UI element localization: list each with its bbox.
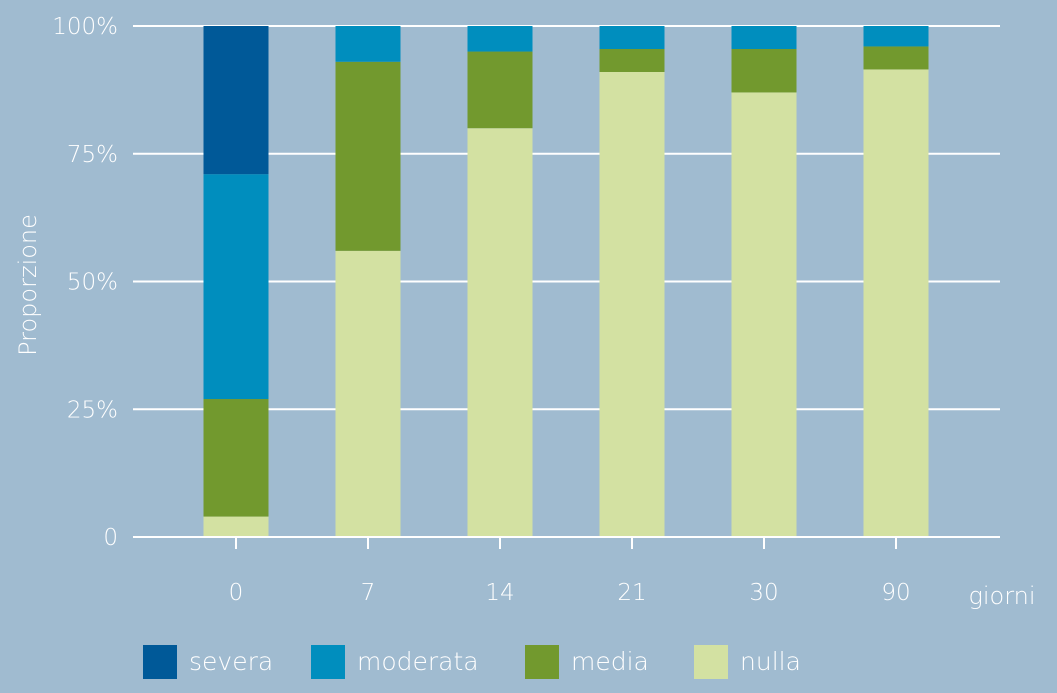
bar-moderata-0 [203, 174, 269, 400]
y-tick-label: 0 [103, 525, 118, 551]
x-tick-label: 14 [485, 580, 514, 606]
x-tick-label: 21 [617, 580, 646, 606]
legend-swatch-media [525, 645, 559, 679]
bar-nulla-30 [731, 92, 797, 538]
x-axis-label: giorni [968, 582, 1035, 610]
legend-swatch-nulla [694, 645, 728, 679]
legend: severa moderata media nulla [143, 645, 801, 679]
bar-media-30 [731, 48, 797, 93]
bar-nulla-90 [863, 69, 929, 537]
bars [203, 26, 929, 538]
x-tick-label: 90 [881, 580, 910, 606]
legend-label-media: media [571, 647, 649, 676]
y-tick-label: 50% [67, 270, 118, 296]
bar-media-14 [467, 51, 533, 129]
x-axis: 0 7 14 21 30 90 [133, 536, 1000, 606]
bar-media-7 [335, 61, 401, 251]
bar-severa-0 [203, 26, 269, 175]
bar-moderata-7 [335, 26, 401, 62]
legend-label-severa: severa [189, 647, 273, 676]
grid-lines [133, 25, 1000, 411]
legend-swatch-moderata [311, 645, 345, 679]
bar-media-90 [863, 46, 929, 70]
legend-swatch-severa [143, 645, 177, 679]
bar-nulla-7 [335, 250, 401, 537]
x-tick-label: 30 [749, 580, 778, 606]
bar-nulla-21 [599, 71, 665, 538]
bar-moderata-30 [731, 26, 797, 49]
bar-moderata-14 [467, 26, 533, 52]
y-tick-label: 75% [67, 142, 118, 168]
bar-nulla-0 [203, 516, 269, 537]
y-tick-label: 25% [67, 397, 118, 423]
y-axis-label: Proporzione [14, 214, 42, 356]
bar-media-21 [599, 48, 665, 72]
bar-moderata-90 [863, 26, 929, 47]
x-tick-label: 0 [229, 580, 244, 606]
y-tick-label: 100% [52, 14, 118, 40]
bar-media-0 [203, 399, 269, 517]
x-tick-label: 7 [361, 580, 376, 606]
bar-moderata-21 [599, 26, 665, 49]
bar-nulla-14 [467, 128, 533, 537]
legend-label-moderata: moderata [357, 647, 479, 676]
legend-label-nulla: nulla [740, 647, 801, 676]
y-axis: 0 25% 50% 75% 100% [52, 14, 118, 551]
